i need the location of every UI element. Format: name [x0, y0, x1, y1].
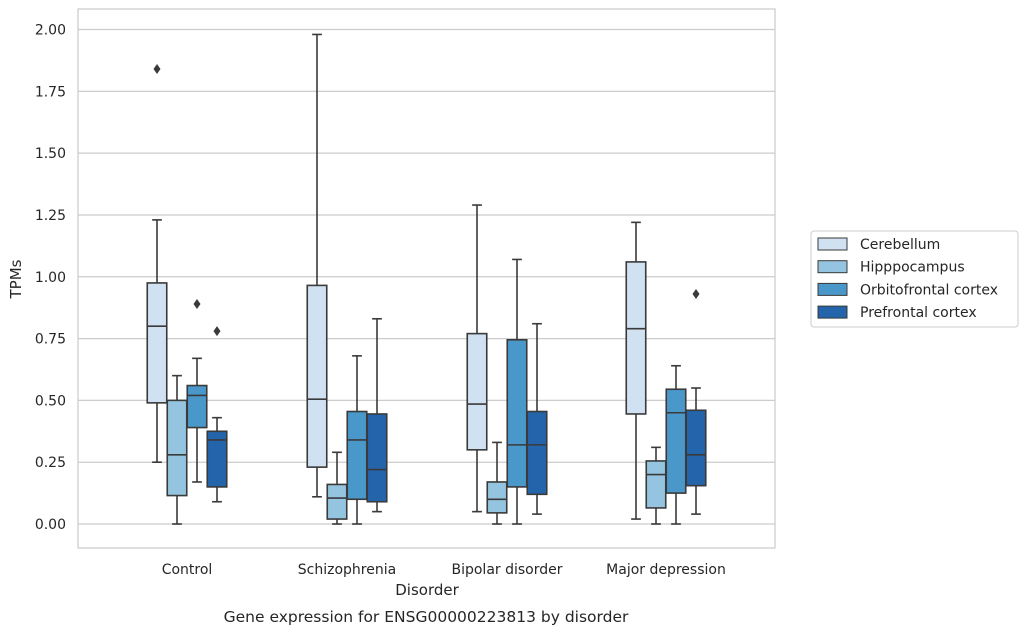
- box-hipppocampus: [326, 451, 348, 525]
- box-iqr: [366, 413, 388, 503]
- outlier-point: [213, 326, 221, 337]
- box-iqr: [186, 384, 208, 429]
- legend-label: Hipppocampus: [860, 260, 965, 276]
- box-iqr: [665, 388, 687, 494]
- box-hipppocampus: [166, 374, 188, 525]
- box-iqr: [625, 261, 647, 415]
- legend: Cerebellum Hipppocampus Orbitofrontal cort…: [810, 230, 1019, 328]
- x-tick-label: Major depression: [606, 562, 726, 578]
- box-iqr: [645, 460, 667, 509]
- y-tick-label: 1.25: [35, 208, 66, 224]
- y-tick-label: 1.75: [35, 84, 66, 100]
- box-series: [146, 33, 707, 525]
- y-tick-label: 0.25: [35, 455, 66, 471]
- x-tick-label: Control: [162, 562, 213, 578]
- x-tick-label: Schizophrenia: [298, 562, 396, 578]
- legend-swatch: [817, 260, 848, 274]
- box-iqr: [486, 481, 508, 514]
- plot-area: [77, 8, 776, 549]
- x-axis-label: Disorder: [395, 581, 459, 599]
- box-iqr: [346, 410, 368, 501]
- box-prefrontal-cortex: [366, 317, 388, 513]
- y-tick-label: 0.50: [35, 393, 66, 409]
- box-iqr: [146, 282, 168, 404]
- box-cerebellum: [306, 33, 328, 498]
- legend-swatch: [817, 237, 848, 251]
- x-tick-label: Bipolar disorder: [451, 562, 562, 578]
- y-tick-label: 2.00: [35, 23, 66, 39]
- box-prefrontal-cortex: [526, 322, 548, 515]
- outlier-point: [193, 298, 201, 309]
- legend-swatch: [817, 282, 848, 296]
- box-cerebellum: [625, 221, 647, 520]
- y-tick-label: 1.00: [35, 270, 66, 286]
- y-tick-labels: 0.00 0.25 0.50 0.75 1.00 1.25 1.50 1.75 2.00: [35, 23, 66, 534]
- outlier-point: [692, 289, 700, 300]
- legend-label: Orbitofrontal cortex: [860, 282, 998, 298]
- legend-frame: [810, 230, 1019, 328]
- y-tick-label: 1.50: [35, 146, 66, 162]
- legend-swatch: [817, 305, 848, 319]
- box-iqr: [526, 410, 548, 496]
- box-prefrontal-cortex: [685, 289, 707, 515]
- box-cerebellum: [466, 204, 488, 513]
- x-tick-labels: Control Schizophrenia Bipolar disorder Majo…: [162, 562, 726, 578]
- box-iqr: [206, 430, 228, 488]
- y-tick-label: 0.75: [35, 332, 66, 348]
- y-tick-label: 0.00: [35, 517, 66, 533]
- box-orbitofrontal-cortex: [186, 298, 208, 483]
- outlier-point: [153, 64, 161, 75]
- box-iqr: [306, 284, 328, 468]
- chart-caption: Gene expression for ENSG00000223813 by d…: [224, 608, 629, 626]
- box-prefrontal-cortex: [206, 326, 228, 503]
- box-iqr: [685, 409, 707, 487]
- box-iqr: [466, 332, 488, 451]
- box-iqr: [166, 399, 188, 497]
- box-cerebellum: [146, 64, 168, 463]
- legend-label: Prefrontal cortex: [860, 305, 977, 321]
- legend-label: Cerebellum: [860, 237, 940, 253]
- box-iqr: [506, 338, 528, 488]
- box-hipppocampus: [486, 441, 508, 525]
- box-iqr: [326, 483, 348, 520]
- y-axis-label: TPMs: [7, 259, 25, 299]
